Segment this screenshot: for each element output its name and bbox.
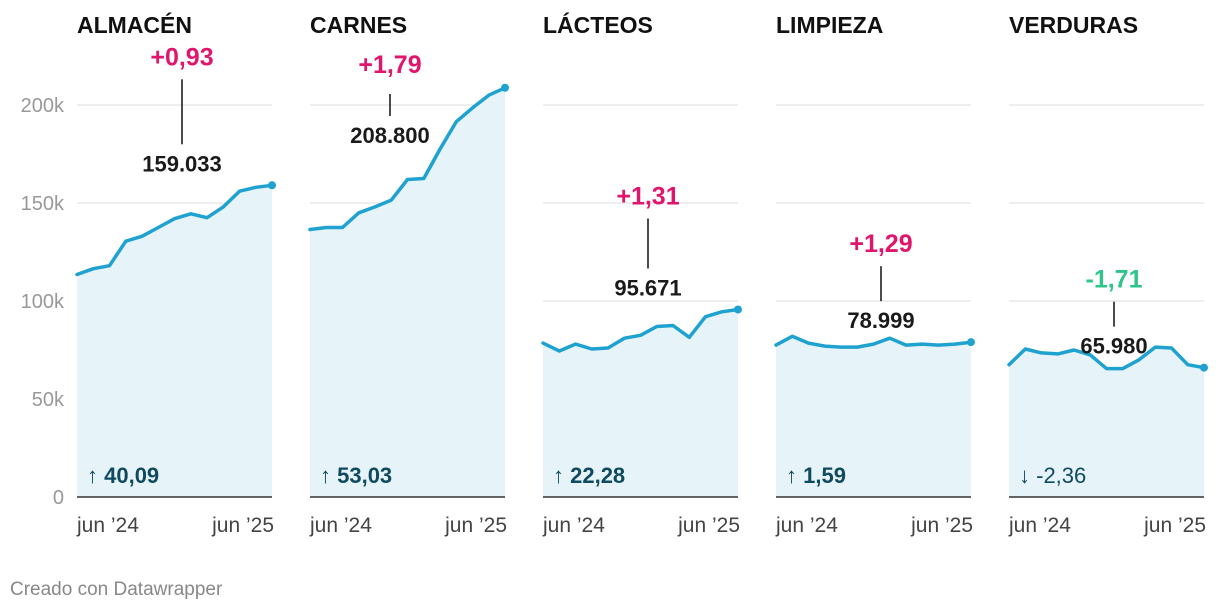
y-tick-label: 0: [53, 487, 64, 509]
monthly-change-label: +0,93: [150, 43, 213, 71]
area-fill: [543, 309, 738, 497]
total-change-label: ↑ 22,28: [553, 463, 625, 488]
x-tick-label: jun ’25: [910, 514, 973, 537]
x-tick-label: jun ’24: [542, 514, 605, 537]
total-change-label: ↓ -2,36: [1019, 463, 1086, 488]
total-change-label: ↑ 53,03: [320, 463, 392, 488]
series-line: [541, 307, 740, 353]
area-fill: [310, 87, 505, 498]
x-tick-label: jun ’25: [677, 514, 740, 537]
x-tick-label: jun ’24: [309, 514, 372, 537]
area-fill: [1009, 347, 1204, 497]
last-point: [734, 305, 742, 314]
monthly-change-label: +1,79: [358, 51, 421, 79]
y-tick-label: 150k: [21, 193, 65, 215]
series-line: [308, 86, 507, 232]
series-line: [774, 334, 973, 349]
y-tick-label: 50k: [32, 389, 65, 411]
series-line: [75, 183, 274, 277]
last-point: [967, 338, 975, 347]
monthly-change-label: +1,31: [616, 182, 679, 210]
area-fill: [77, 185, 272, 498]
y-tick-label: 100k: [21, 291, 65, 313]
last-point: [1200, 363, 1208, 372]
area-fill: [776, 336, 971, 497]
x-tick-label: jun ’24: [775, 514, 838, 537]
total-change-label: ↑ 1,59: [786, 463, 846, 488]
monthly-change-label: -1,71: [1086, 266, 1143, 294]
series-line: [1007, 345, 1206, 371]
panel-title: LÁCTEOS: [543, 11, 653, 38]
panel-title: LIMPIEZA: [776, 12, 883, 38]
last-point: [268, 181, 276, 190]
x-tick-label: jun ’24: [1008, 514, 1071, 537]
last-value-label: 208.800: [350, 123, 430, 148]
x-tick-label: jun ’25: [1143, 514, 1206, 537]
footer-credit: Creado con Datawrapper: [10, 579, 223, 600]
monthly-change-label: +1,29: [849, 230, 912, 258]
last-value-label: 65.980: [1080, 334, 1147, 359]
last-value-label: 95.671: [614, 275, 681, 300]
y-tick-label: 200k: [21, 95, 65, 117]
last-point: [501, 83, 509, 92]
total-change-label: ↑ 40,09: [87, 463, 159, 488]
panel-title: CARNES: [310, 12, 407, 38]
x-tick-label: jun ’25: [211, 514, 274, 537]
x-tick-label: jun ’25: [444, 514, 507, 537]
last-value-label: 159.033: [142, 151, 222, 176]
panel-title: ALMACÉN: [77, 11, 192, 38]
panel-title: VERDURAS: [1009, 12, 1138, 38]
last-value-label: 78.999: [847, 308, 914, 333]
x-tick-label: jun ’24: [76, 514, 139, 537]
